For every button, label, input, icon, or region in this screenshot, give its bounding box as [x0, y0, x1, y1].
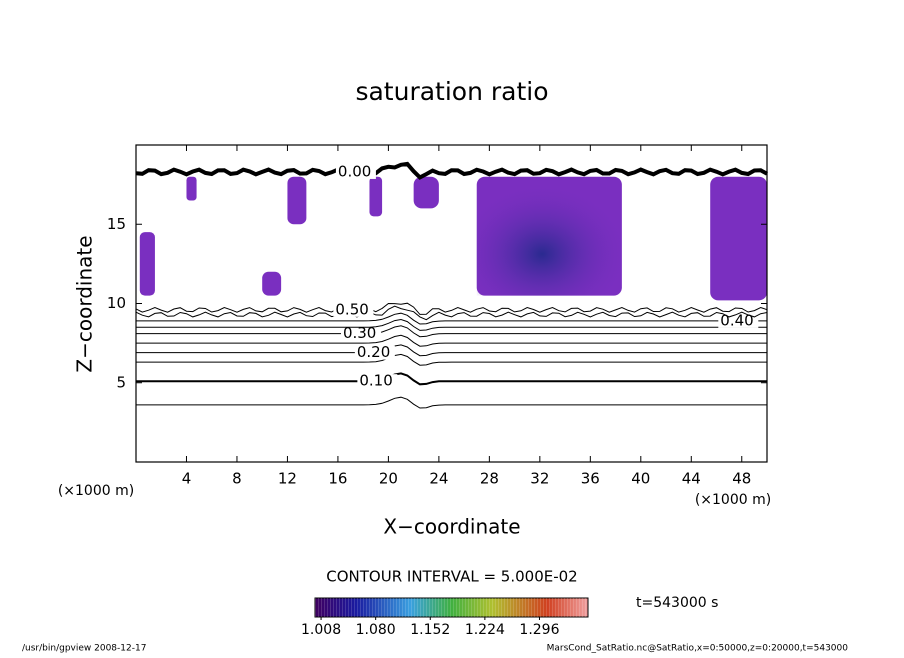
contour-label-bg: [357, 374, 398, 389]
filled-region: [413, 176, 439, 209]
x-tick-label: 12: [278, 470, 297, 488]
filled-region: [139, 232, 155, 296]
y-tick-label: 15: [107, 215, 126, 233]
contour-label-bg: [335, 164, 376, 179]
colorbar-tick-label: 1.008: [301, 622, 341, 638]
filled-region: [710, 176, 767, 301]
chart-title: saturation ratio: [355, 77, 548, 106]
y-axis-label: Z−coordinate: [73, 235, 97, 372]
colorbar-stripes: [315, 598, 588, 617]
x-tick-label: 24: [429, 470, 448, 488]
filled-core: [476, 176, 622, 296]
contour-line: [136, 353, 767, 366]
footer-right: MarsCond_SatRatio.nc@SatRatio,x=0:50000,…: [547, 644, 849, 654]
contour-line: [136, 325, 767, 338]
contour-label: 0.20: [357, 343, 390, 361]
x-tick-label: 44: [682, 470, 701, 488]
x-unit: (×1000 m): [695, 492, 771, 508]
contour-line: [136, 344, 767, 357]
colorbar-tick-label: 1.152: [410, 622, 450, 638]
x-tick-label: 4: [182, 470, 192, 488]
x-tick-label: 16: [328, 470, 347, 488]
x-tick-label: 36: [581, 470, 600, 488]
contour-line: [136, 396, 767, 409]
contour-label: 0.10: [359, 372, 392, 390]
y-tick-label: 5: [116, 373, 126, 391]
contour-line: [136, 312, 767, 325]
y-tick-label: 10: [107, 294, 126, 312]
x-tick-label: 48: [732, 470, 751, 488]
x-tick-label: 20: [379, 470, 398, 488]
contour-label: 0.50: [335, 300, 368, 318]
contour-line: [136, 334, 767, 347]
contour-label: 0.00: [338, 162, 371, 180]
x-tick-label: 8: [232, 470, 242, 488]
contour-label-bg: [340, 326, 381, 341]
contour-interval: CONTOUR INTERVAL = 5.000E-02: [326, 568, 577, 586]
x-tick-label: 32: [530, 470, 549, 488]
filled-region: [186, 176, 197, 201]
contour-line: [135, 302, 768, 315]
time-label: t=543000 s: [636, 595, 718, 611]
x-tick-label: 28: [480, 470, 499, 488]
contour-label-bg: [354, 345, 395, 360]
x-tick-label: 40: [631, 470, 650, 488]
contour-label: 0.40: [720, 311, 753, 329]
colorbar-tick-label: 1.224: [465, 622, 505, 638]
colorbar-tick-label: 1.080: [356, 622, 396, 638]
contour-label: 0.30: [343, 324, 376, 342]
footer-left: /usr/bin/gpview 2008-12-17: [22, 644, 146, 654]
contour-line: [136, 372, 767, 386]
plot-frame: [135, 144, 768, 463]
filled-region: [369, 176, 383, 217]
contour-line: [135, 305, 768, 321]
filled-region: [262, 271, 282, 296]
contour-label-bg: [718, 313, 759, 328]
contour-line: [136, 318, 767, 331]
contour-label-bg: [333, 302, 374, 317]
contour-line: [135, 161, 768, 180]
x-axis-label: X−coordinate: [383, 515, 520, 539]
filled-region: [287, 176, 307, 225]
y-unit: (×1000 m): [58, 483, 134, 499]
colorbar-tick-label: 1.296: [519, 622, 559, 638]
